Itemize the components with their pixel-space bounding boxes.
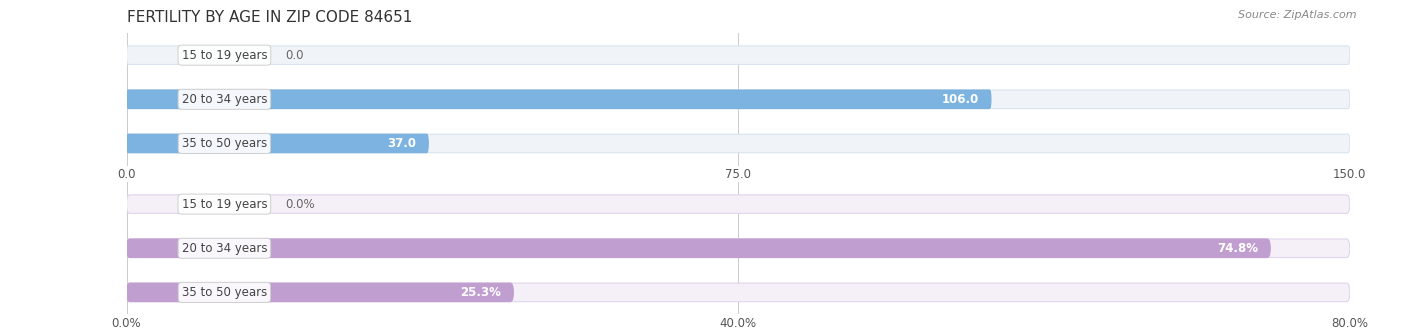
Text: 25.3%: 25.3% — [460, 286, 501, 299]
Text: FERTILITY BY AGE IN ZIP CODE 84651: FERTILITY BY AGE IN ZIP CODE 84651 — [127, 10, 412, 25]
Text: 20 to 34 years: 20 to 34 years — [181, 242, 267, 255]
FancyBboxPatch shape — [127, 195, 1350, 213]
Text: 106.0: 106.0 — [942, 93, 979, 106]
Text: 20 to 34 years: 20 to 34 years — [181, 93, 267, 106]
FancyBboxPatch shape — [127, 134, 1350, 153]
Text: 15 to 19 years: 15 to 19 years — [181, 49, 267, 62]
Text: 35 to 50 years: 35 to 50 years — [181, 137, 267, 150]
Text: 0.0%: 0.0% — [285, 198, 315, 211]
FancyBboxPatch shape — [127, 239, 1350, 258]
FancyBboxPatch shape — [127, 239, 1270, 258]
Text: 0.0: 0.0 — [285, 49, 304, 62]
FancyBboxPatch shape — [127, 46, 1350, 65]
Text: 37.0: 37.0 — [387, 137, 416, 150]
FancyBboxPatch shape — [127, 90, 991, 109]
Text: Source: ZipAtlas.com: Source: ZipAtlas.com — [1239, 10, 1357, 20]
FancyBboxPatch shape — [127, 283, 1350, 302]
Text: 74.8%: 74.8% — [1218, 242, 1258, 255]
Text: 35 to 50 years: 35 to 50 years — [181, 286, 267, 299]
FancyBboxPatch shape — [127, 134, 429, 153]
Text: 15 to 19 years: 15 to 19 years — [181, 198, 267, 211]
FancyBboxPatch shape — [127, 283, 513, 302]
FancyBboxPatch shape — [127, 90, 1350, 109]
